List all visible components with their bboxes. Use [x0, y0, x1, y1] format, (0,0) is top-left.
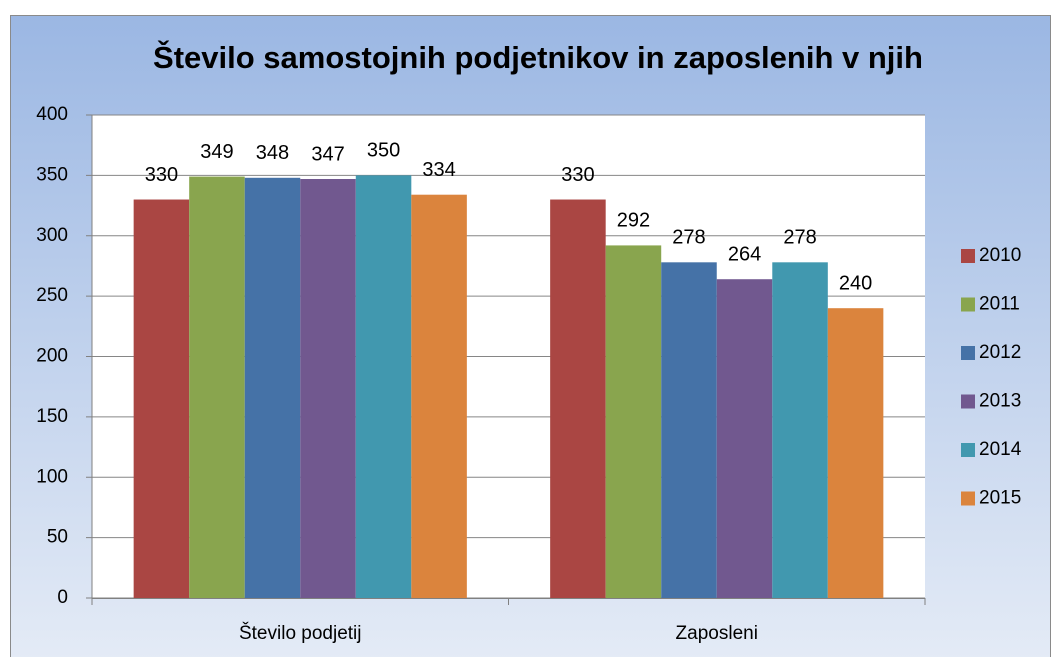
x-tick-label: Število podjetij	[239, 622, 362, 644]
value-label: 347	[311, 143, 344, 165]
legend-swatch	[961, 394, 975, 409]
value-label: 350	[367, 140, 400, 162]
legend-swatch	[961, 297, 975, 312]
bar	[411, 194, 467, 598]
bar	[133, 199, 190, 598]
bar	[661, 262, 717, 598]
value-label: 334	[422, 159, 455, 181]
legend-swatch	[961, 249, 975, 263]
value-label: 330	[145, 164, 178, 186]
bar	[550, 199, 606, 598]
bar	[605, 245, 662, 598]
value-label: 348	[256, 142, 289, 164]
bar	[189, 176, 245, 598]
value-label: 349	[200, 141, 233, 163]
bar	[772, 262, 828, 598]
y-tick-label: 0	[57, 587, 68, 608]
bar	[716, 279, 773, 598]
legend-label: 2011	[979, 294, 1020, 315]
legend-label: 2010	[979, 245, 1021, 266]
legend-label: 2012	[979, 342, 1021, 363]
bar	[827, 308, 884, 598]
y-tick-label: 350	[36, 164, 68, 185]
x-tick-label: Zaposleni	[676, 623, 758, 644]
bar	[355, 175, 412, 598]
y-tick-label: 250	[36, 285, 68, 306]
bar	[244, 177, 301, 599]
value-label: 292	[617, 210, 650, 232]
value-label: 264	[728, 244, 761, 266]
y-tick-label: 200	[36, 346, 68, 367]
chart-title: Število samostojnih podjetnikov in zapos…	[153, 39, 923, 75]
legend-swatch	[961, 491, 975, 506]
bar	[300, 178, 356, 598]
value-label: 330	[561, 164, 594, 186]
legend-swatch	[961, 346, 975, 360]
y-tick-label: 50	[47, 527, 68, 548]
y-tick-label: 150	[36, 406, 68, 427]
value-label: 240	[839, 272, 872, 294]
value-label: 278	[783, 227, 816, 249]
legend-label: 2015	[979, 488, 1021, 509]
legend-label: 2013	[979, 391, 1021, 412]
y-tick-label: 100	[36, 466, 68, 487]
legend-swatch	[961, 443, 975, 457]
legend-label: 2014	[979, 439, 1022, 460]
y-tick-label: 300	[36, 225, 68, 246]
y-tick-label: 400	[36, 104, 68, 125]
value-label: 278	[672, 227, 705, 249]
